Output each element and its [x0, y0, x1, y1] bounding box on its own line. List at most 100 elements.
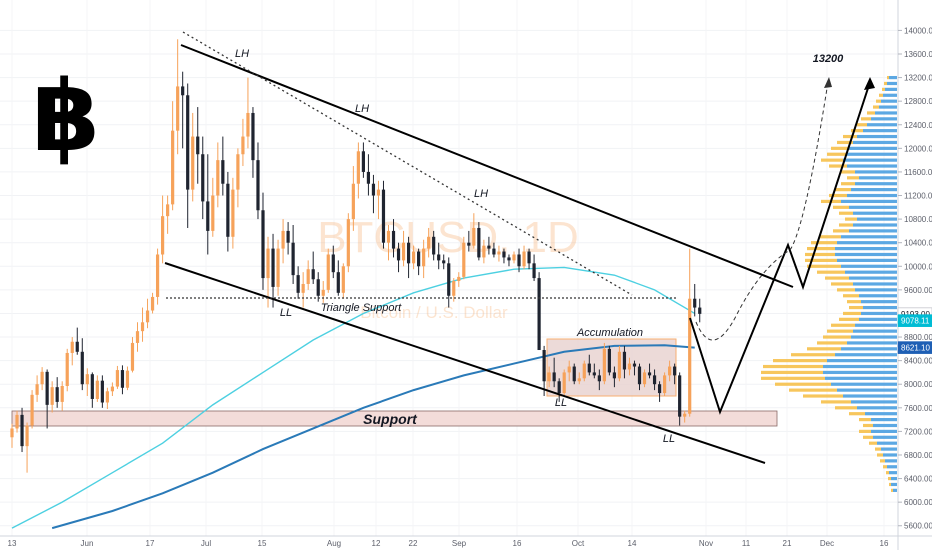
lh-label-2: LH	[355, 103, 369, 115]
candle-body	[105, 391, 109, 403]
candle-body	[577, 378, 581, 382]
candle-body	[366, 171, 371, 184]
candle-body	[216, 160, 220, 196]
candle-body	[437, 254, 441, 261]
candle-body	[632, 363, 637, 367]
candle-body	[517, 254, 521, 267]
candle-body	[231, 189, 235, 237]
candle-body	[211, 195, 215, 231]
x-tick-label: 16	[513, 539, 522, 548]
candle-body	[497, 251, 501, 255]
candle-body	[191, 136, 195, 190]
x-tick-label: 12	[372, 539, 381, 548]
volume-profile-sell-bar	[879, 105, 897, 109]
volume-profile-sell-bar	[845, 270, 897, 274]
volume-profile-sell-bar	[847, 164, 897, 168]
candle-body	[306, 269, 310, 284]
price-tag	[897, 341, 932, 354]
volume-profile-sell-bar	[855, 323, 897, 327]
volume-profile-sell-bar	[849, 146, 897, 150]
volume-profile-sell-bar	[891, 482, 897, 487]
volume-profile-sell-bar	[851, 188, 897, 192]
candle-body	[346, 219, 350, 267]
candle-body	[35, 384, 39, 395]
candle-body	[351, 183, 355, 220]
volume-profile-sell-bar	[849, 276, 897, 280]
watermark-name: Bitcoin / U.S. Dollar	[360, 303, 508, 322]
candle-body	[286, 230, 290, 243]
y-tick-label: 6400.00	[904, 475, 932, 484]
volume-profile-buy-bar	[880, 459, 885, 463]
volume-profile-sell-bar	[877, 441, 897, 445]
candle-body	[135, 331, 140, 343]
candle-body	[627, 363, 632, 370]
y-tick-label: 6800.00	[904, 451, 932, 460]
volume-profile-buy-bar	[829, 164, 847, 168]
volume-profile-sell-bar	[885, 87, 897, 91]
candle-body	[552, 372, 556, 382]
x-tick-label: Jun	[81, 539, 94, 548]
candle-body	[361, 151, 365, 172]
candle-body	[417, 251, 421, 267]
volume-profile-buy-bar	[886, 471, 889, 475]
candle-body	[612, 372, 616, 379]
volume-profile-buy-bar	[835, 406, 857, 410]
candle-body	[95, 380, 99, 399]
y-tick-label: 14000.00	[904, 26, 932, 35]
volume-profile-sell-bar	[841, 235, 897, 239]
target-label: 13200	[813, 53, 844, 65]
candle-body	[166, 204, 170, 217]
volume-profile-sell-bar	[883, 93, 897, 97]
volume-profile-buy-bar	[847, 176, 859, 180]
candle-body	[10, 428, 14, 438]
x-tick-label: Jul	[201, 539, 211, 548]
volume-profile-sell-bar	[857, 406, 897, 410]
candle-body	[652, 375, 657, 385]
volume-profile-sell-bar	[855, 182, 897, 186]
candle-body	[80, 351, 84, 385]
y-tick-label: 13200.00	[904, 74, 932, 83]
watermark-symbol: BTCUSD, 1D	[317, 213, 579, 262]
y-tick-label: 8000.00	[904, 380, 932, 389]
candle-body	[427, 236, 431, 249]
volume-profile-sell-bar	[865, 412, 897, 416]
accumulation-box	[546, 338, 677, 397]
volume-profile-sell-bar	[853, 223, 897, 227]
volume-profile-buy-bar	[823, 335, 851, 339]
candle-body	[522, 251, 526, 267]
volume-profile-sell-bar	[847, 341, 897, 345]
y-tick-label: 6000.00	[904, 498, 932, 507]
descending-resistance-line	[180, 44, 794, 288]
descending-support-line	[164, 262, 766, 464]
candle-body	[30, 394, 34, 426]
volume-profile-buy-bar	[863, 435, 873, 439]
candle-body	[482, 245, 486, 258]
volume-profile-sell-bar	[823, 370, 897, 375]
y-tick-label: 13600.00	[904, 50, 932, 59]
volume-profile-sell-bar	[827, 359, 897, 363]
candle-body	[171, 130, 175, 205]
volume-profile-buy-bar	[837, 140, 853, 145]
volume-profile-buy-bar	[831, 323, 855, 327]
volume-profile-sell-bar	[853, 211, 897, 215]
volume-profile-buy-bar	[869, 441, 877, 445]
volume-profile-buy-bar	[883, 465, 887, 469]
y-tick-label: 9600.00	[904, 286, 932, 295]
volume-profile-sell-bar	[871, 429, 897, 433]
candle-body	[341, 266, 345, 293]
candle-body	[381, 189, 386, 243]
candle-body	[150, 296, 155, 311]
x-tick-label: Oct	[572, 539, 585, 548]
candle-body	[607, 348, 611, 373]
y-tick-label: 8800.00	[904, 333, 932, 342]
volume-profile-buy-bar	[849, 412, 865, 416]
volume-profile-buy-bar	[843, 294, 859, 298]
volume-profile-buy-bar	[867, 111, 875, 115]
candle-body	[336, 272, 340, 293]
candle-body	[221, 160, 225, 184]
candle-body	[602, 348, 606, 382]
volume-profile-sell-bar	[837, 241, 897, 245]
volume-profile-sell-bar	[825, 376, 897, 380]
